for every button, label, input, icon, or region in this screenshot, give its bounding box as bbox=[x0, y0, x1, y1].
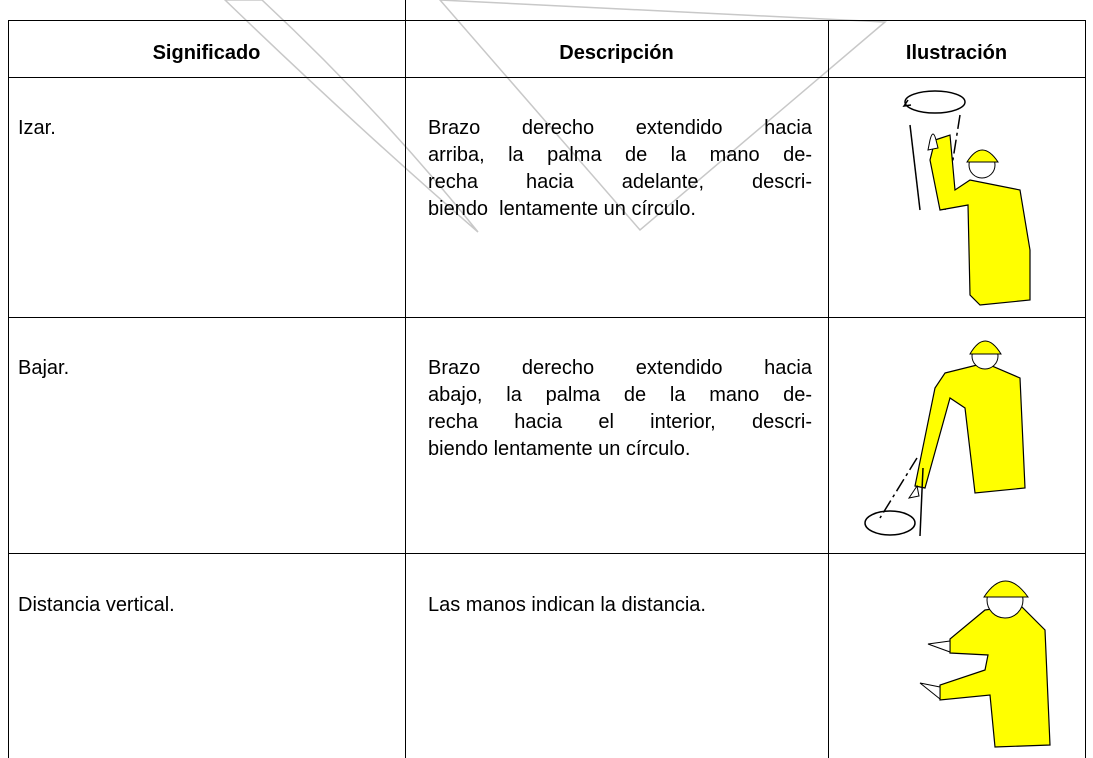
line: Brazo derecho extendido hacia bbox=[428, 357, 812, 379]
border bbox=[8, 20, 9, 758]
header-cell: Descripción bbox=[559, 42, 674, 64]
line: arriba, la palma de la mano de- bbox=[428, 144, 812, 166]
meaning: Bajar. bbox=[18, 357, 70, 379]
line: abajo, la palma de la mano de- bbox=[428, 384, 812, 406]
description: Las manos indican la distancia. bbox=[428, 592, 812, 619]
border bbox=[405, 0, 406, 758]
border bbox=[1085, 20, 1086, 758]
border bbox=[8, 553, 1086, 554]
border bbox=[8, 77, 1086, 78]
illustration bbox=[864, 340, 1026, 537]
header-cell: Ilustración bbox=[905, 42, 1008, 64]
header-cell: Significado bbox=[152, 42, 261, 64]
illustration bbox=[902, 90, 1031, 306]
description: Brazo derecho extendido hacia abajo, la … bbox=[428, 355, 812, 463]
line: Brazo derecho extendido hacia bbox=[428, 117, 812, 139]
border bbox=[8, 20, 1086, 21]
border bbox=[828, 20, 829, 758]
line: Las manos indican la distancia. bbox=[428, 594, 706, 616]
description: Brazo derecho extendido hacia arriba, la… bbox=[428, 115, 812, 223]
illustration bbox=[919, 580, 1051, 748]
meaning: Izar. bbox=[18, 117, 56, 139]
border bbox=[8, 317, 1086, 318]
meaning: Distancia vertical. bbox=[18, 594, 175, 616]
line: recha hacia adelante, descri- bbox=[428, 171, 812, 193]
line: biendo lentamente un círculo. bbox=[428, 438, 691, 460]
line: biendo lentamente un círculo. bbox=[428, 198, 696, 220]
line: recha hacia el interior, descri- bbox=[428, 411, 812, 433]
